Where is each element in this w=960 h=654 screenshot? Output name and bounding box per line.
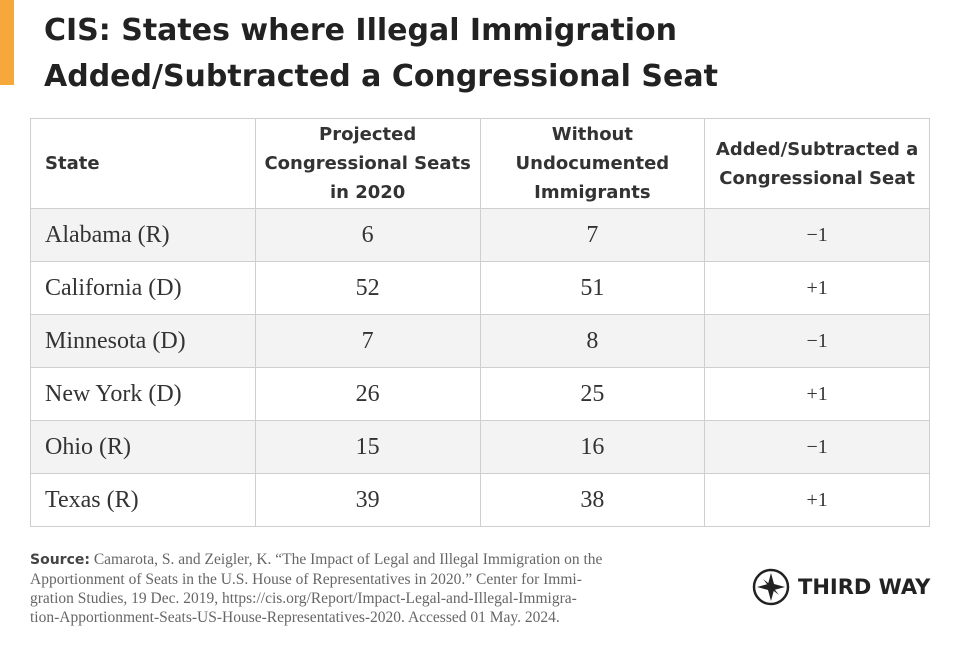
state-cell: Alabama (R) [30,208,256,262]
title-line: CIS: States where Illegal Immigration [44,13,678,48]
value-cell: +1 [704,473,930,527]
logo-icon [752,568,790,606]
value-cell: −1 [704,314,930,368]
table-row: Texas (R) 39 38 +1 [30,473,930,527]
value-cell: −1 [704,208,930,262]
column-header: Added/Subtracted a Congressional Seat [704,118,930,209]
source-text: Apportionment of Seats in the U.S. House… [30,571,582,588]
state-cell: Minnesota (D) [30,314,256,368]
value-cell: 8 [479,314,706,368]
column-header: Without Undocumented Immigrants [479,118,706,209]
state-cell: Ohio (R) [30,420,256,474]
table-row: Ohio (R) 15 16 −1 [30,420,930,474]
value-cell: +1 [704,261,930,315]
logo: THIRD WAY [752,568,930,606]
source-line: Apportionment of Seats in the U.S. House… [30,570,730,589]
source-line: gration Studies, 19 Dec. 2019, https://c… [30,589,730,608]
table-row: New York (D) 26 25 +1 [30,367,930,421]
table-row: Alabama (R) 6 7 −1 [30,208,930,262]
value-cell: 15 [254,420,481,474]
accent-bar [0,0,14,85]
column-header: State [30,118,256,209]
source-label: Source: [30,552,90,568]
source-text: Camarota, S. and Zeigler, K. “The Impact… [93,551,603,568]
value-cell: 51 [479,261,706,315]
state-cell: California (D) [30,261,256,315]
value-cell: 52 [254,261,481,315]
source-text: gration Studies, 19 Dec. 2019, https://c… [30,590,577,607]
state-cell: New York (D) [30,367,256,421]
title-line: Added/Subtracted a Congressional Seat [44,59,718,94]
source-line: Source: Camarota, S. and Zeigler, K. “Th… [30,550,730,570]
value-cell: 25 [479,367,706,421]
logo-text: THIRD WAY [798,575,931,599]
value-cell: −1 [704,420,930,474]
table-row: California (D) 52 51 +1 [30,261,930,315]
source: Source: Camarota, S. and Zeigler, K. “Th… [30,550,730,627]
value-cell: 16 [479,420,706,474]
value-cell: 26 [254,367,481,421]
data-table: State Projected Congressional Seats in 20… [30,118,930,527]
title: CIS: States where Illegal Immigration Add… [44,8,718,100]
value-cell: 7 [479,208,706,262]
column-header: Projected Congressional Seats in 2020 [254,118,481,209]
value-cell: 39 [254,473,481,527]
source-text: tion-Apportionment-Seats-US-House-Repres… [30,609,560,626]
value-cell: 7 [254,314,481,368]
value-cell: 6 [254,208,481,262]
source-line: tion-Apportionment-Seats-US-House-Repres… [30,608,730,627]
table-row: Minnesota (D) 7 8 −1 [30,314,930,368]
value-cell: +1 [704,367,930,421]
value-cell: 38 [479,473,706,527]
state-cell: Texas (R) [30,473,256,527]
